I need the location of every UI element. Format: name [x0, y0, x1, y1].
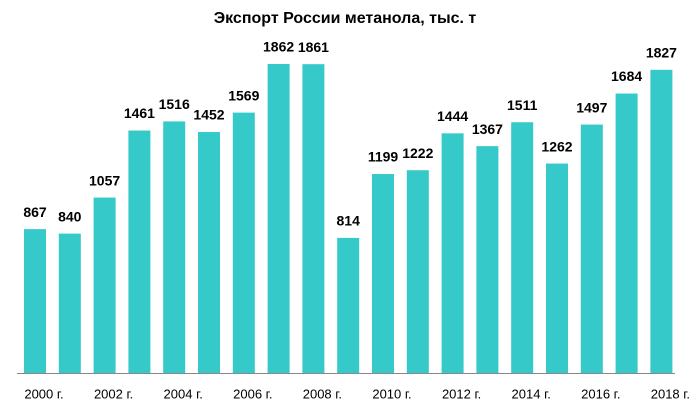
- bar: [93, 197, 116, 373]
- x-tick-label: 2010 г.: [372, 386, 411, 401]
- bar: [615, 93, 638, 373]
- data-label: 1199: [368, 149, 399, 165]
- data-label: 1367: [472, 121, 503, 137]
- bar: [441, 133, 464, 373]
- data-label: 1497: [576, 99, 607, 115]
- bar: [406, 170, 429, 373]
- data-label: 1862: [263, 39, 294, 55]
- x-tick-label: 2002 г.: [94, 386, 133, 401]
- bar: [337, 237, 360, 373]
- bar: [511, 122, 534, 373]
- x-tick-label: 2014 г.: [512, 386, 551, 401]
- data-label: 1516: [159, 96, 190, 112]
- data-label: 1452: [193, 107, 224, 123]
- x-tick-label: 2004 г.: [164, 386, 203, 401]
- bar: [267, 64, 290, 373]
- data-label: 1461: [124, 105, 155, 121]
- bar: [163, 121, 186, 373]
- data-label: 1262: [541, 138, 572, 154]
- bar: [476, 146, 499, 373]
- data-label: 1511: [507, 97, 538, 113]
- data-label: 840: [58, 208, 82, 224]
- data-label: 1222: [402, 145, 433, 161]
- data-label: 814: [337, 213, 361, 229]
- data-label: 1444: [437, 108, 468, 124]
- bar: [580, 124, 603, 374]
- bar: [58, 233, 81, 373]
- data-label: 1861: [298, 39, 329, 55]
- data-label: 867: [23, 204, 47, 220]
- bar: [546, 163, 568, 373]
- bar: [650, 69, 673, 373]
- chart-title: Экспорт России метанола, тыс. т: [214, 10, 477, 27]
- bar: [302, 64, 325, 373]
- bar: [232, 112, 255, 373]
- bar: [198, 132, 220, 373]
- x-tick-label: 2008 г.: [303, 386, 342, 401]
- bar: [24, 229, 46, 373]
- x-tick-label: 2006 г.: [233, 386, 272, 401]
- bar: [372, 174, 394, 373]
- data-label: 1827: [646, 45, 677, 61]
- x-tick-label: 2018 г.: [651, 386, 690, 401]
- data-label: 1569: [228, 87, 259, 103]
- data-label: 1684: [611, 68, 642, 84]
- x-tick-label: 2012 г.: [442, 386, 481, 401]
- data-label: 1057: [89, 172, 120, 188]
- x-tick-label: 2000 г.: [24, 386, 63, 401]
- x-tick-label: 2016 г.: [581, 386, 620, 401]
- bar: [128, 130, 151, 373]
